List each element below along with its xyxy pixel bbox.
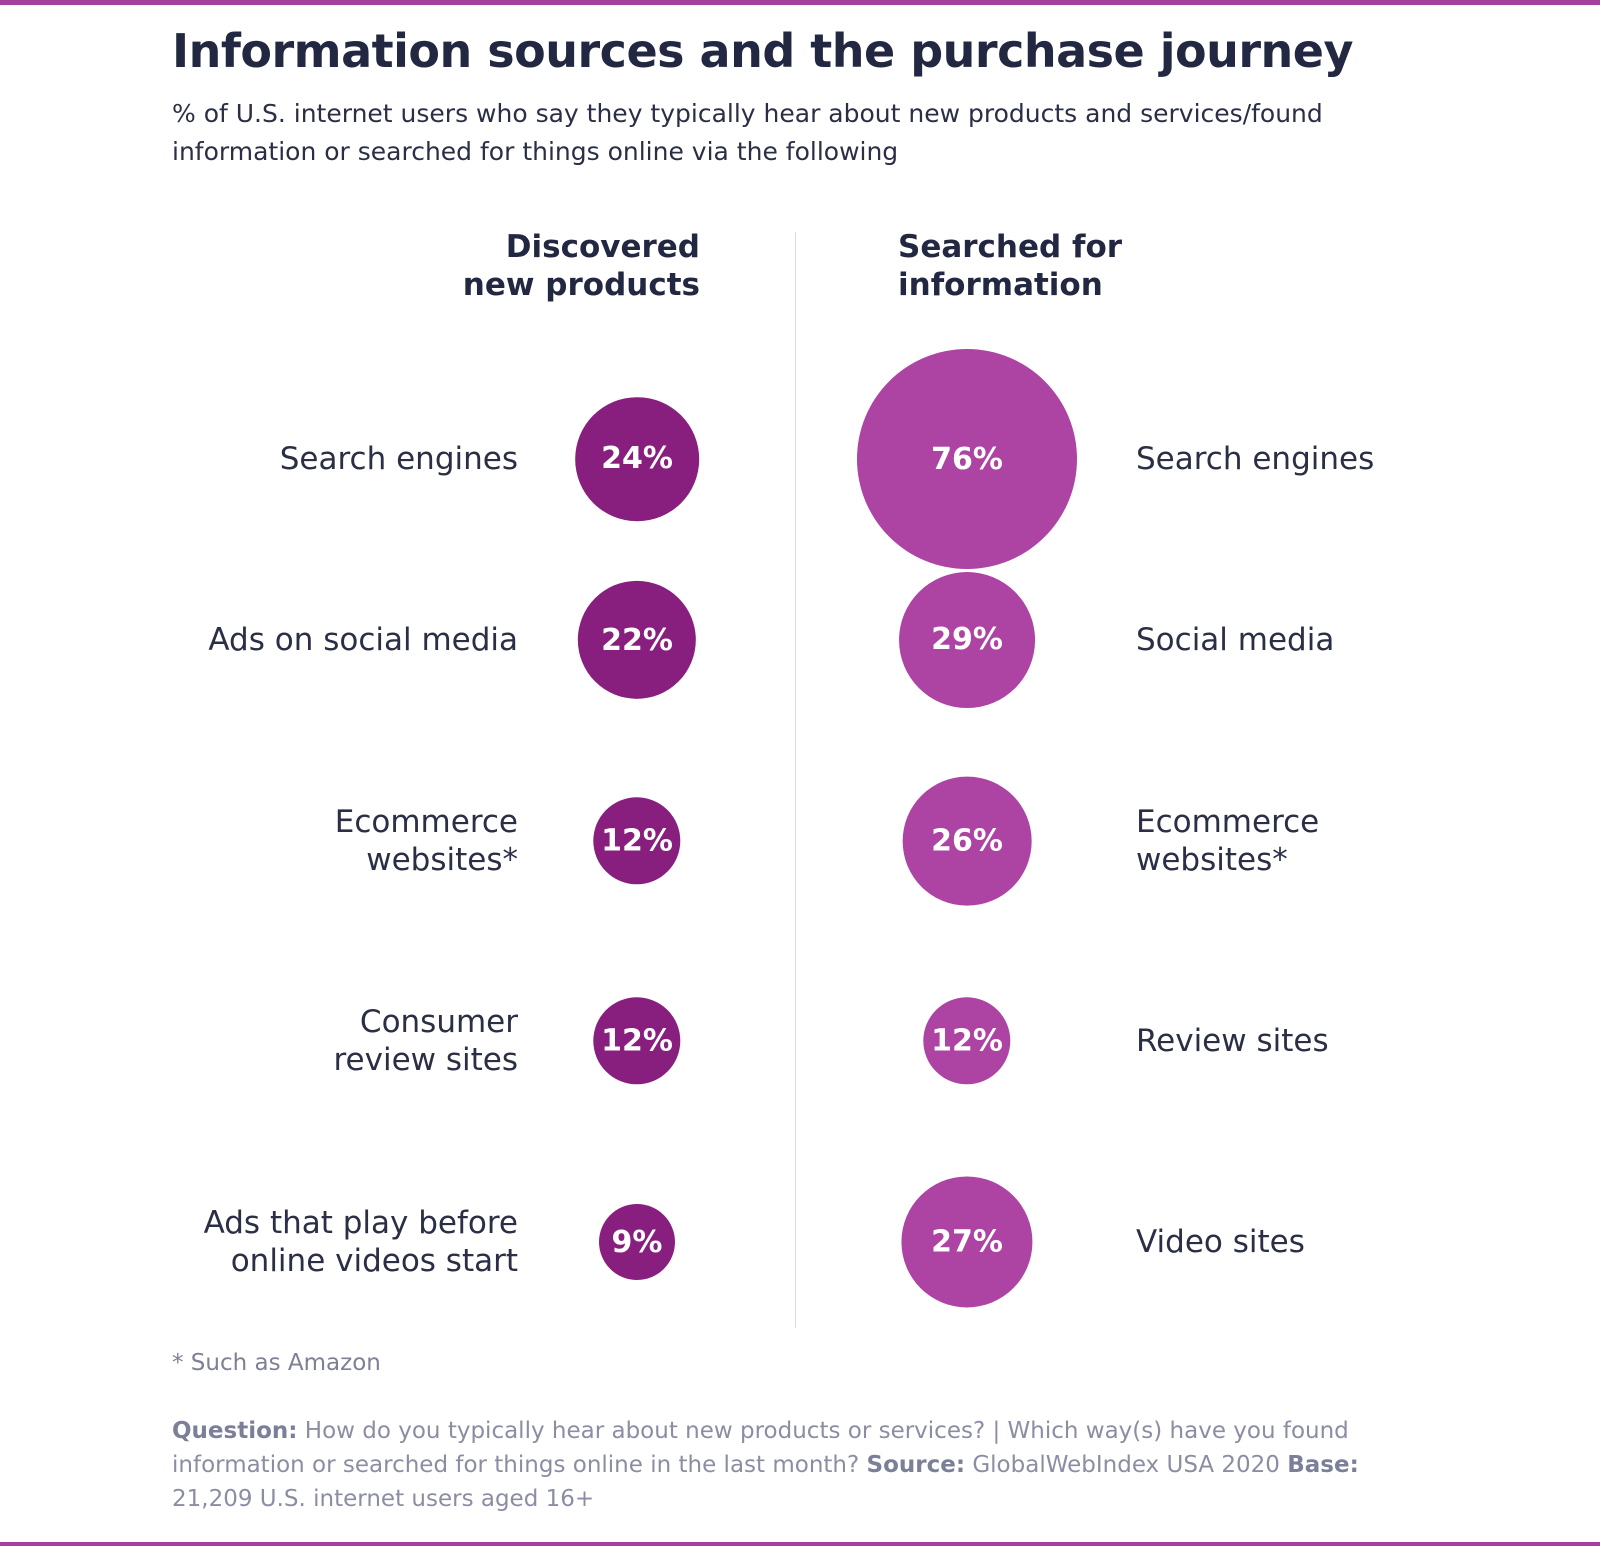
column-header-searched: Searched for information — [898, 229, 1123, 303]
top-accent-bar — [0, 0, 1600, 5]
base-text: 21,209 U.S. internet users aged 16+ — [172, 1486, 595, 1512]
bottom-accent-bar — [0, 1542, 1600, 1546]
row-label-right-1: Social media — [1136, 622, 1335, 658]
bubble-left-2: 12% — [593, 797, 681, 885]
column-divider — [795, 232, 796, 1328]
row-label-left-4: Ads that play before online videos start — [203, 1205, 518, 1279]
row-label-left-3: Consumer review sites — [333, 1004, 518, 1078]
page-subtitle: % of U.S. internet users who say they ty… — [172, 99, 1323, 166]
row-label-left-1: Ads on social media — [208, 622, 518, 658]
question-text: How do you typically hear about new prod… — [172, 1418, 1349, 1478]
bubble-left-1: 22% — [577, 580, 697, 700]
bubble-right-2: 26% — [902, 776, 1032, 906]
source-note: Question: How do you typically hear abou… — [172, 1414, 1432, 1516]
source-text: GlobalWebIndex USA 2020 — [965, 1452, 1288, 1478]
bubble-right-3: 12% — [923, 997, 1011, 1085]
row-label-right-3: Review sites — [1136, 1023, 1329, 1059]
column-header-discovered: Discovered new products — [462, 229, 700, 303]
row-label-left-2: Ecommerce websites* — [334, 804, 518, 878]
bubble-left-3: 12% — [593, 997, 681, 1085]
page-title: Information sources and the purchase jou… — [172, 24, 1353, 78]
bubble-left-0: 24% — [575, 397, 699, 521]
row-label-right-4: Video sites — [1136, 1224, 1305, 1260]
bubble-right-0: 76% — [857, 349, 1077, 569]
question-label: Question: — [172, 1418, 298, 1444]
row-label-right-2: Ecommerce websites* — [1136, 804, 1320, 878]
row-label-right-0: Search engines — [1136, 441, 1375, 477]
bubble-right-1: 29% — [899, 572, 1035, 708]
source-label: Source: — [866, 1452, 966, 1478]
footnote: * Such as Amazon — [172, 1350, 381, 1376]
bubble-right-4: 27% — [901, 1176, 1033, 1308]
base-label: Base: — [1287, 1452, 1359, 1478]
bubble-left-4: 9% — [599, 1204, 675, 1280]
row-label-left-0: Search engines — [279, 441, 518, 477]
